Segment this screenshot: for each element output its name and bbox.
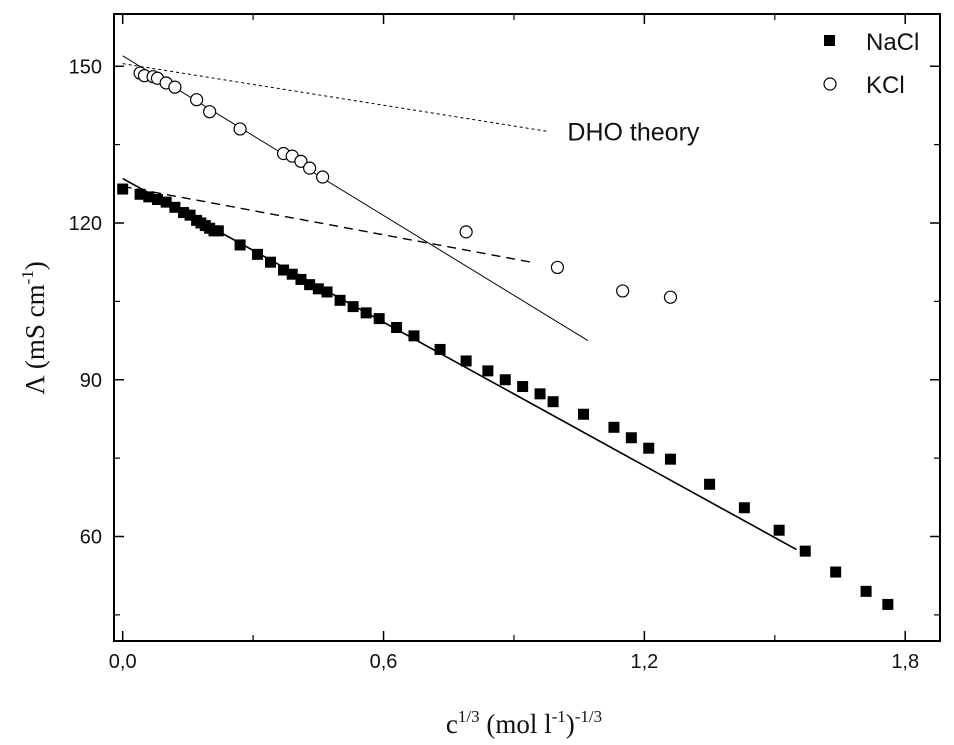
kcl-point (316, 170, 330, 184)
x-axis-title: c1/3 (mol l-1)-1/3 (446, 707, 602, 739)
kcl-point (459, 225, 473, 239)
x-axis-title-unit: (mol l (480, 709, 552, 739)
nacl-point (534, 388, 546, 400)
data-points (117, 66, 894, 610)
nacl-point (664, 453, 676, 465)
nacl-point (151, 193, 163, 205)
x-axis-title-base: c (446, 709, 458, 739)
x-axis-title-close: ) (566, 709, 575, 739)
plot-frame (113, 13, 941, 642)
x-tick-label: 0,0 (109, 651, 137, 673)
nacl-point (234, 239, 246, 251)
kcl-point (616, 284, 630, 298)
nacl-point (265, 256, 277, 268)
nacl-point (608, 421, 620, 433)
nacl-point (704, 478, 716, 490)
dho-kcl-line (122, 63, 549, 133)
kcl-point (190, 93, 204, 107)
x-tick-label: 0,6 (370, 651, 398, 673)
x-axis-title-base-sup: 1/3 (458, 707, 480, 726)
nacl-point (304, 279, 316, 291)
legend-marker-kcl (823, 77, 837, 91)
x-axis-title-close-sup: -1/3 (575, 707, 602, 726)
y-axis-title-close: ) (20, 261, 50, 270)
nacl-point (643, 442, 655, 454)
nacl-point (184, 209, 196, 221)
nacl-point (212, 225, 224, 237)
nacl-point (860, 585, 872, 597)
y-axis-title: Λ (mS cm-1) (18, 261, 50, 395)
nacl-point (295, 273, 307, 285)
dho-nacl-line (122, 185, 532, 263)
nacl-point (312, 283, 324, 295)
nacl-point (391, 322, 403, 333)
nacl-point (773, 524, 785, 536)
kcl-point (303, 161, 317, 175)
nacl-point (517, 381, 529, 393)
kcl-point (294, 154, 308, 168)
y-axis-title-unit-sup: -1 (18, 270, 37, 284)
nacl-point (499, 374, 511, 386)
nacl-point (547, 396, 559, 408)
nacl-point (169, 201, 181, 213)
nacl-point (134, 188, 146, 200)
axis-ticks (114, 14, 940, 641)
nacl-point (286, 268, 298, 280)
legend-label-nacl: NaCl (866, 29, 919, 56)
kcl-point (663, 290, 678, 304)
x-tick-label: 1,8 (891, 651, 919, 673)
legend-label-kcl: KCl (866, 72, 905, 99)
nacl-point (482, 365, 494, 377)
nacl-point (625, 432, 637, 444)
legend-marker-nacl (824, 35, 835, 46)
annotations: DHO theory (567, 119, 699, 147)
kcl-point (203, 105, 217, 119)
nacl-point (334, 294, 346, 306)
nacl-point (117, 183, 129, 195)
y-axis-title-symbol: Λ (20, 375, 50, 395)
x-tick-label: 1,2 (630, 651, 658, 673)
nacl-point (408, 330, 420, 342)
nacl-point (460, 355, 472, 367)
nacl-point (251, 248, 263, 260)
nacl-point (178, 207, 190, 219)
x-axis-title-unit-sup: -1 (552, 707, 566, 726)
nacl-point (143, 191, 155, 203)
nacl-point (434, 343, 446, 355)
nacl-point (360, 307, 372, 319)
y-tick-label: 60 (80, 527, 102, 549)
nacl-point (278, 264, 290, 276)
nacl-point (321, 286, 333, 298)
nacl-point (738, 502, 750, 514)
kcl-point (233, 122, 247, 136)
nacl-point (799, 545, 811, 557)
y-tick-label: 150 (69, 56, 102, 78)
y-tick-label: 90 (80, 370, 102, 392)
nacl-point (373, 313, 385, 325)
nacl-point (578, 408, 590, 420)
nacl-point (160, 196, 172, 208)
y-axis-title-unit: (mS cm (20, 284, 50, 376)
kcl-point (550, 260, 565, 275)
nacl-point (882, 598, 894, 610)
legend: NaCl KCl (823, 29, 919, 99)
kcl-point (168, 80, 182, 94)
nacl-point (347, 301, 359, 313)
tick-labels: 0,0 0,6 1,2 1,8 60 90 120 150 (69, 56, 920, 673)
dho-theory-label: DHO theory (567, 119, 699, 147)
nacl-point (830, 566, 842, 578)
y-tick-label: 120 (69, 213, 102, 235)
